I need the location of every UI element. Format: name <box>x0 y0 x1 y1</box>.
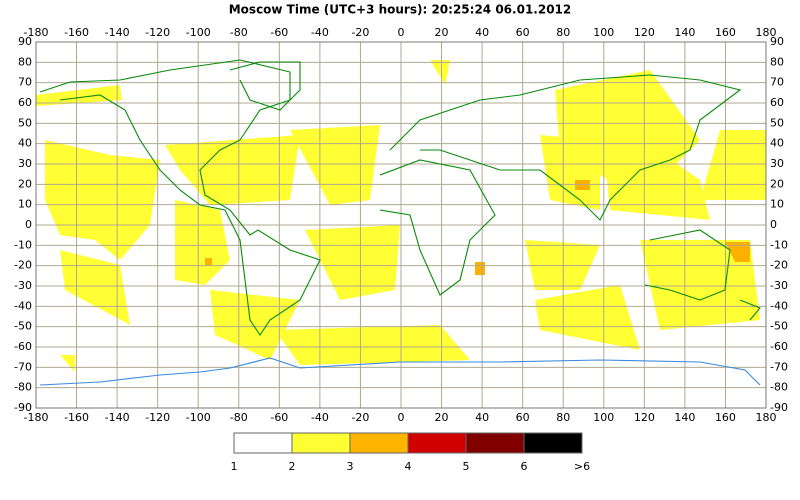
y-tick-label: 60 <box>18 96 32 109</box>
y-tick-label: 90 <box>18 35 32 48</box>
legend-label: 6 <box>521 460 528 473</box>
x-tick-label: 60 <box>516 26 530 39</box>
antarctica <box>39 357 761 386</box>
y-tick-label: 20 <box>18 177 32 190</box>
y-tick-label: -40 <box>770 299 788 312</box>
x-tick-label: 40 <box>475 26 489 39</box>
y-tick-label: 40 <box>18 137 32 150</box>
x-tick-label: 0 <box>398 26 405 39</box>
y-tick-label: 10 <box>18 198 32 211</box>
x-tick-label: 100 <box>593 411 614 424</box>
x-tick-label: 120 <box>634 26 655 39</box>
y-tick-label: 30 <box>18 157 32 170</box>
y-tick-label: -10 <box>770 238 788 251</box>
x-tick-label: 20 <box>435 411 449 424</box>
y-tick-label: -70 <box>14 360 32 373</box>
x-tick-label: 180 <box>756 411 777 424</box>
coastlines <box>39 59 761 336</box>
x-tick-label: -60 <box>270 411 288 424</box>
x-tick-label: 180 <box>756 26 777 39</box>
y-tick-label: -70 <box>770 360 788 373</box>
x-tick-label: 160 <box>715 411 736 424</box>
y-tick-label: 70 <box>770 76 784 89</box>
x-tick-label: -80 <box>230 411 248 424</box>
y-tick-label: 70 <box>18 76 32 89</box>
y-tick-label: -20 <box>14 259 32 272</box>
x-tick-label: 40 <box>475 411 489 424</box>
x-tick-label: -160 <box>64 26 89 39</box>
x-tick-label: 20 <box>435 26 449 39</box>
legend-swatch <box>233 432 293 454</box>
y-tick-label: -40 <box>14 299 32 312</box>
y-tick-label: -10 <box>14 238 32 251</box>
legend-swatch <box>407 432 467 454</box>
map-frame <box>35 41 767 409</box>
y-tick-label: -90 <box>14 401 32 414</box>
x-tick-label: -20 <box>351 26 369 39</box>
legend-label: 4 <box>405 460 412 473</box>
x-tick-label: 120 <box>634 411 655 424</box>
legend-label: 1 <box>231 460 238 473</box>
y-tick-label: -30 <box>770 279 788 292</box>
x-tick-label: -180 <box>24 411 49 424</box>
x-tick-label: -80 <box>230 26 248 39</box>
legend-label: 2 <box>289 460 296 473</box>
x-tick-label: -60 <box>270 26 288 39</box>
x-tick-label: 0 <box>398 411 405 424</box>
x-tick-label: -20 <box>351 411 369 424</box>
y-tick-label: -20 <box>770 259 788 272</box>
legend-swatch <box>349 432 409 454</box>
x-tick-label: -160 <box>64 411 89 424</box>
legend-label: 5 <box>463 460 470 473</box>
title: Moscow Time (UTC+3 hours): 20:25:24 06.0… <box>229 3 572 17</box>
x-tick-label: 140 <box>674 26 695 39</box>
y-tick-label: -50 <box>14 320 32 333</box>
legend-swatch <box>465 432 525 454</box>
y-tick-label: -90 <box>770 401 788 414</box>
x-tick-label: -140 <box>105 26 130 39</box>
y-tick-label: -80 <box>14 381 32 394</box>
y-tick-label: 50 <box>18 116 32 129</box>
y-tick-label: 80 <box>770 55 784 68</box>
x-tick-label: -40 <box>311 411 329 424</box>
y-tick-label: 80 <box>18 55 32 68</box>
y-tick-label: -60 <box>14 340 32 353</box>
y-tick-label: 0 <box>770 218 777 231</box>
x-tick-label: 80 <box>556 411 570 424</box>
legend: 1 2 3 4 5 6 >6 <box>231 432 590 473</box>
y-tick-label: 50 <box>770 116 784 129</box>
y-tick-label: -30 <box>14 279 32 292</box>
y-tick-label: 60 <box>770 96 784 109</box>
x-tick-label: -120 <box>145 411 170 424</box>
x-tick-label: 80 <box>556 26 570 39</box>
y-tick-label: -60 <box>770 340 788 353</box>
y-tick-label: -80 <box>770 381 788 394</box>
x-tick-label: -100 <box>186 411 211 424</box>
legend-swatch <box>523 432 583 454</box>
x-tick-label: 60 <box>516 411 530 424</box>
x-tick-label: -100 <box>186 26 211 39</box>
legend-label: 3 <box>347 460 354 473</box>
y-tick-label: 90 <box>770 35 784 48</box>
grid: -180-180-160-160-140-140-120-120-100-100… <box>14 26 788 424</box>
legend-swatch <box>291 432 351 454</box>
y-tick-label: 20 <box>770 177 784 190</box>
x-tick-label: -120 <box>145 26 170 39</box>
y-tick-label: 30 <box>770 157 784 170</box>
x-tick-label: -40 <box>311 26 329 39</box>
x-tick-label: 100 <box>593 26 614 39</box>
x-tick-label: -140 <box>105 411 130 424</box>
y-tick-label: 0 <box>25 218 32 231</box>
x-tick-label: 140 <box>674 411 695 424</box>
x-tick-label: -180 <box>24 26 49 39</box>
legend-label: >6 <box>574 460 590 473</box>
activity-zones <box>36 60 766 372</box>
y-tick-label: 10 <box>770 198 784 211</box>
x-tick-label: 160 <box>715 26 736 39</box>
y-tick-label: 40 <box>770 137 784 150</box>
y-tick-label: -50 <box>770 320 788 333</box>
